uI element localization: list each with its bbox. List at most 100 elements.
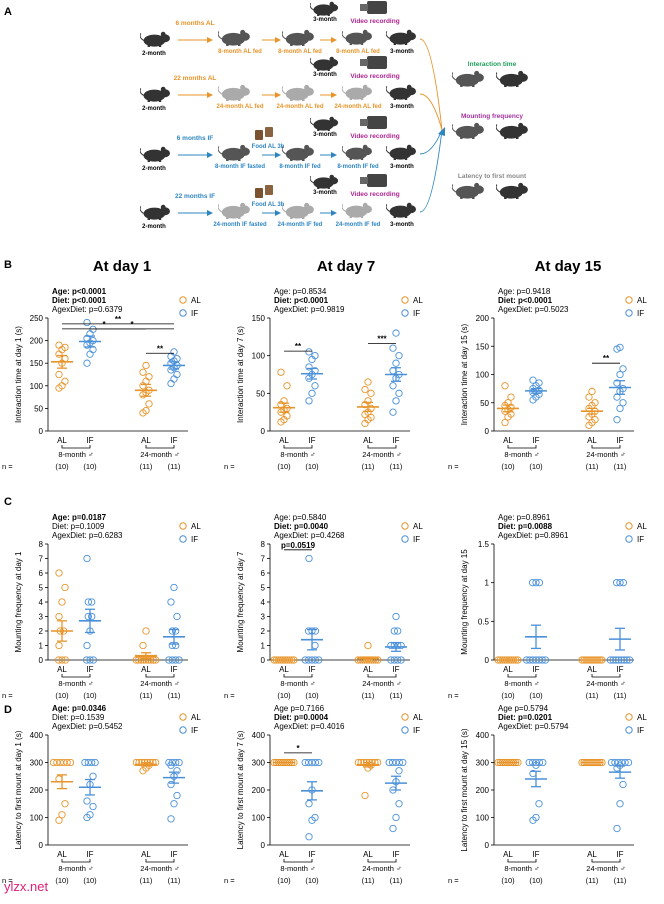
data-point <box>538 656 546 664</box>
y-tick-label: 0 <box>261 427 266 436</box>
regimen-label: 6 months AL <box>175 20 214 27</box>
legend-marker-al <box>179 713 187 721</box>
group-label: 8-month ♂ <box>58 864 93 873</box>
data-point <box>55 350 63 358</box>
data-point <box>277 368 285 376</box>
y-tick-label: 100 <box>252 814 266 823</box>
y-axis-label: Latency to first mount at day 15 (s) <box>460 728 469 852</box>
legend-marker-al <box>179 296 187 304</box>
data-point <box>361 385 369 394</box>
x-tick-label: IF <box>86 850 93 859</box>
legend-label-al: AL <box>191 713 201 722</box>
stat-line: Diet: p<0.0001 <box>498 296 553 305</box>
n-value: (10) <box>277 462 291 471</box>
legend-label-al: AL <box>413 522 423 531</box>
data-point <box>613 824 621 833</box>
n-value: (10) <box>305 691 319 700</box>
data-point <box>392 397 400 405</box>
data-point <box>283 382 291 390</box>
stat-line: Diet: p<0.0001 <box>52 296 107 305</box>
stat-line: Age: p=0.9418 <box>498 287 551 296</box>
n-value: (11) <box>168 691 181 700</box>
converge-arrow <box>419 93 443 131</box>
data-point <box>145 373 153 381</box>
data-point <box>170 348 178 356</box>
n-value: (11) <box>362 462 375 471</box>
y-tick-label: 2 <box>261 627 266 636</box>
data-point <box>311 758 320 767</box>
data-point <box>88 758 96 767</box>
y-tick-label: 100 <box>30 814 44 823</box>
mouse-icon <box>282 202 314 219</box>
data-point <box>619 399 627 407</box>
x-tick-label: IF <box>392 436 399 445</box>
y-axis-label: Interaction time at day 15 (s) <box>460 323 469 425</box>
data-point <box>395 800 403 808</box>
n-value: (10) <box>529 462 543 471</box>
n-value: (10) <box>529 876 543 885</box>
data-point <box>89 802 97 811</box>
y-tick-label: 300 <box>30 759 44 768</box>
x-tick-label: IF <box>170 665 177 674</box>
data-point <box>173 791 181 800</box>
data-point <box>541 656 550 664</box>
n-label: n = <box>448 462 459 471</box>
x-tick-label: AL <box>503 850 513 859</box>
data-point <box>535 758 544 767</box>
group-label: 8-month ♂ <box>280 864 315 873</box>
group-bracket <box>367 445 397 449</box>
data-point <box>142 627 150 635</box>
n-value: (11) <box>140 462 153 471</box>
y-tick-label: 0 <box>261 841 266 850</box>
data-point <box>392 329 400 337</box>
data-point <box>142 361 150 370</box>
legend-label-al: AL <box>413 713 423 722</box>
data-point <box>619 780 627 789</box>
y-tick-label: 4 <box>39 598 44 607</box>
x-tick-label: AL <box>57 665 67 674</box>
x-tick-label: AL <box>587 665 597 674</box>
data-point <box>305 554 313 563</box>
stage-label: 8-month IF fed <box>279 164 321 170</box>
mouse-icon <box>140 31 171 47</box>
data-point <box>167 780 175 789</box>
y-tick-label: 400 <box>476 731 490 740</box>
y-tick-label: 200 <box>476 786 490 795</box>
mouse-icon <box>342 84 373 100</box>
data-point <box>535 379 543 387</box>
n-value: (11) <box>362 876 375 885</box>
data-point <box>395 352 403 360</box>
y-tick-label: 300 <box>476 759 490 768</box>
legend-label-al: AL <box>637 713 647 722</box>
partner-label: 3-month <box>390 164 414 170</box>
x-tick-label: IF <box>616 665 623 674</box>
y-axis-label: Latency to first mount at day 1 (s) <box>14 730 23 849</box>
legend-marker-al <box>401 713 409 721</box>
n-value: (11) <box>390 462 403 471</box>
data-point <box>529 376 537 384</box>
x-tick-label: IF <box>616 850 623 859</box>
x-tick-label: AL <box>141 436 151 445</box>
y-tick-label: 0 <box>39 427 44 436</box>
legend-marker-al <box>401 296 409 304</box>
data-point <box>58 598 66 606</box>
data-point <box>83 359 91 367</box>
y-tick-label: 200 <box>30 786 44 795</box>
mouse-icon <box>140 86 171 102</box>
legend-marker-al <box>179 522 187 530</box>
data-point <box>89 325 97 333</box>
data-point <box>83 641 91 650</box>
y-tick-label: 200 <box>252 786 266 795</box>
data-point <box>167 598 175 606</box>
group-bracket <box>145 674 175 678</box>
stat-line: Age: p=0.8534 <box>274 287 327 296</box>
video-camera-icon <box>367 56 387 69</box>
food-pellet-icon <box>255 188 263 198</box>
y-tick-label: 100 <box>476 371 490 380</box>
data-point <box>616 343 624 352</box>
stat-line: Diet: p=0.0088 <box>498 522 553 531</box>
